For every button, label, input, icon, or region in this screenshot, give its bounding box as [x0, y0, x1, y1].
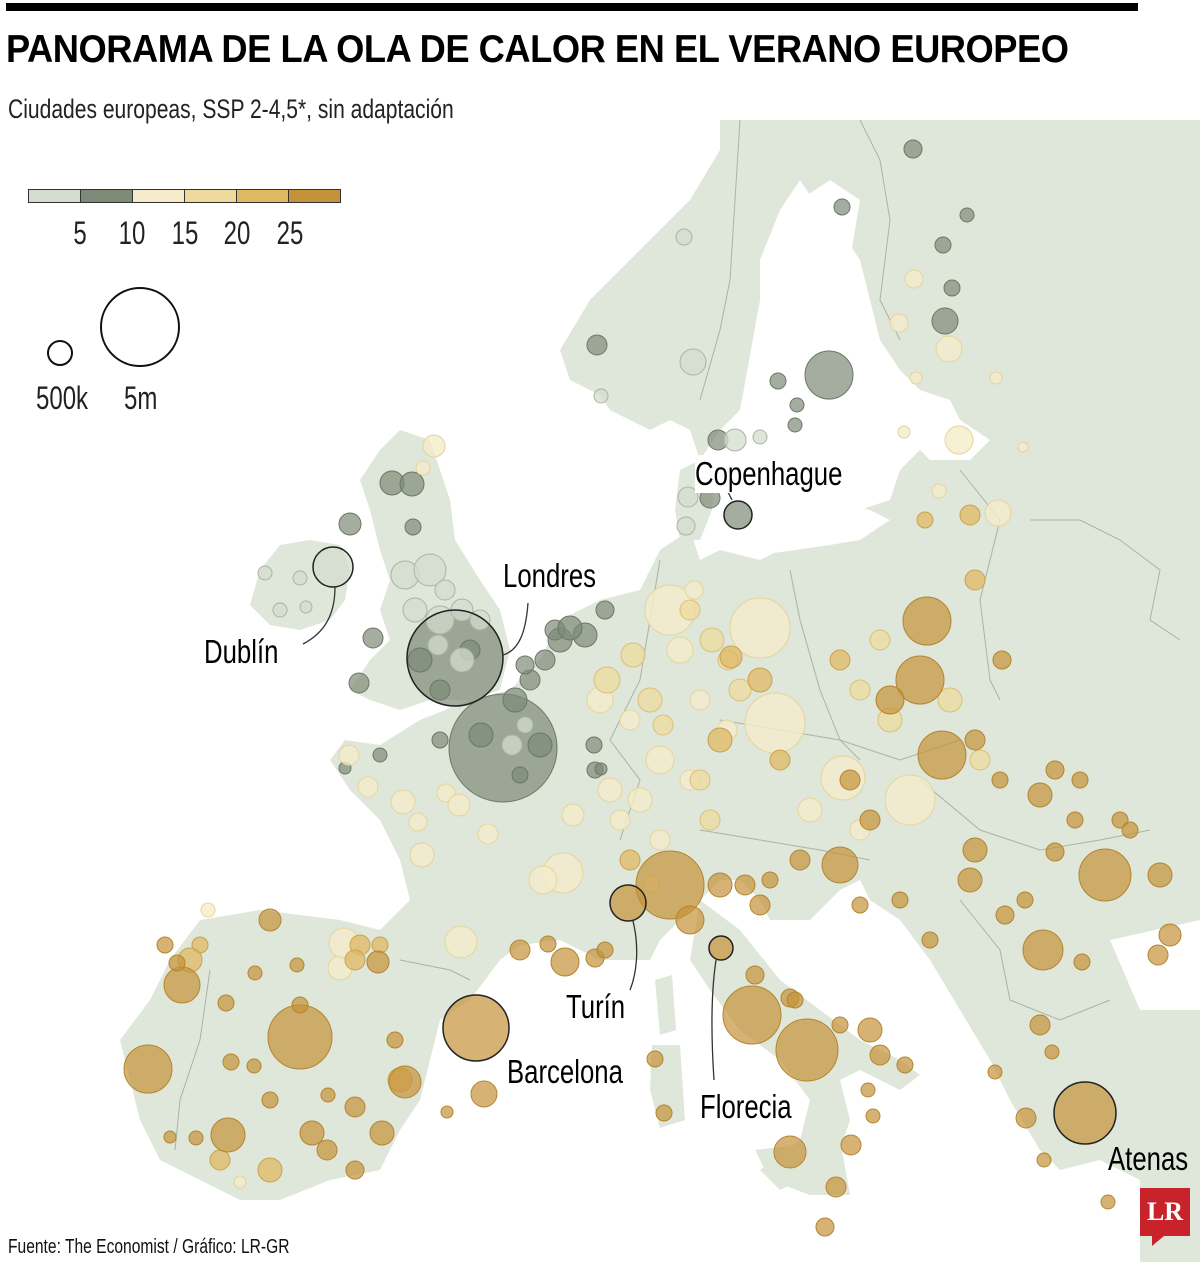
- city-label-turin: Turín: [566, 988, 626, 1025]
- borders: [174, 119, 1181, 1151]
- legend-swatch-1: [29, 190, 81, 202]
- legend-tick: 25: [276, 215, 304, 251]
- size-legend-small-label: 500k: [36, 380, 89, 416]
- legend-swatch-6: [289, 190, 340, 202]
- size-legend-large-label: 5m: [124, 380, 158, 416]
- color-legend-bar: [28, 189, 341, 203]
- source-credit: Fuente: The Economist / Gráfico: LR-GR: [8, 1236, 290, 1258]
- legend-tick: 20: [223, 215, 251, 251]
- size-legend: [47, 287, 180, 367]
- legend-swatch-4: [185, 190, 237, 202]
- legend-tick: 5: [73, 215, 87, 251]
- city-bubbles: [123, 139, 1182, 1237]
- city-label-atenas: Atenas: [1108, 1140, 1189, 1177]
- land: [120, 120, 1200, 1262]
- legend-swatch-2: [81, 190, 133, 202]
- legend-swatch-5: [237, 190, 289, 202]
- chart-title: PANORAMA DE LA OLA DE CALOR EN EL VERANO…: [6, 28, 1069, 71]
- legend-swatch-3: [133, 190, 185, 202]
- city-label-barcelona: Barcelona: [507, 1053, 623, 1090]
- city-label-dublin: Dublín: [204, 633, 279, 670]
- city-label-florecia: Florecia: [700, 1088, 792, 1125]
- chart-subtitle: Ciudades europeas, SSP 2-4,5*, sin adapt…: [8, 94, 454, 124]
- city-label-londres: Londres: [503, 557, 597, 594]
- legend-tick: 15: [171, 215, 199, 251]
- top-rule: [6, 3, 1138, 11]
- lr-logo: LR: [1140, 1188, 1190, 1246]
- city-label-copenhague: Copenhague: [695, 455, 843, 493]
- legend-tick: 10: [118, 215, 146, 251]
